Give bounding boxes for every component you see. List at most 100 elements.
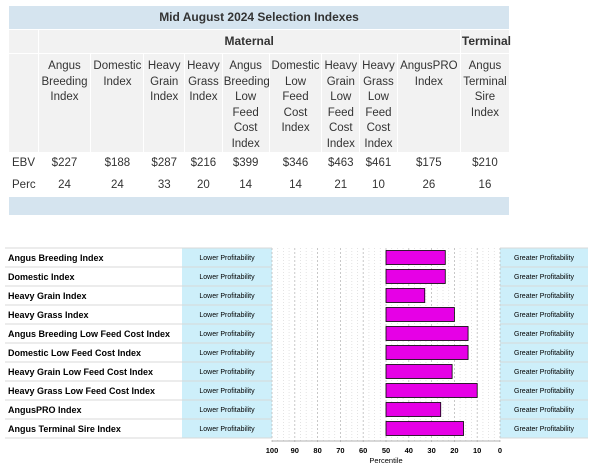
column-header-word: Heavy xyxy=(147,60,181,72)
lower-profitability-label: Lower Profitability xyxy=(199,369,255,376)
lower-profitability-label: Lower Profitability xyxy=(199,407,255,414)
x-tick-label: 30 xyxy=(427,446,435,455)
greater-profitability-label: Greater Profitability xyxy=(514,426,574,433)
column-header: Heavy Grain Index xyxy=(143,53,186,153)
ebv-value: $461 xyxy=(359,152,398,175)
x-tick-label: 10 xyxy=(473,446,481,455)
percentile-value: 26 xyxy=(396,174,461,197)
column-header: Angus Terminal Sire Index xyxy=(459,53,511,153)
greater-profitability-label: Greater Profitability xyxy=(514,350,574,357)
column-header-word: Feed xyxy=(327,106,354,119)
column-header-word: Grass xyxy=(188,75,219,88)
x-axis-title: Percentile xyxy=(369,456,402,465)
group-maternal: Maternal xyxy=(37,29,461,54)
lower-profitability-label: Lower Profitability xyxy=(199,388,255,395)
column-header-word: Index xyxy=(414,75,443,88)
lower-profitability-label: Lower Profitability xyxy=(199,274,255,281)
greater-profitability-label: Greater Profitability xyxy=(514,255,574,262)
column-header-word: Low xyxy=(367,91,389,103)
column-header-word: Cost xyxy=(328,122,353,134)
ebv-value: $216 xyxy=(184,152,223,175)
column-header-word: Grass xyxy=(363,75,394,88)
percentile-value: 21 xyxy=(321,174,361,197)
column-header-word: AngusPRO xyxy=(400,60,458,72)
ebv-value: $210 xyxy=(459,152,511,175)
greater-profitability-label: Greater Profitability xyxy=(514,312,574,319)
column-header-word: Cost xyxy=(283,106,308,119)
lower-profitability-label: Lower Profitability xyxy=(199,255,255,262)
column-header-word: Index xyxy=(150,91,179,103)
index-label: Heavy Grain Index xyxy=(8,291,87,301)
greater-profitability-label: Greater Profitability xyxy=(514,331,574,338)
lower-profitability-label: Lower Profitability xyxy=(199,426,255,433)
greater-profitability-label: Greater Profitability xyxy=(514,369,574,376)
index-label: Heavy Grass Index xyxy=(8,310,89,320)
x-tick-label: 70 xyxy=(336,446,344,455)
percentile-value: 24 xyxy=(37,174,92,197)
column-header-word: Cost xyxy=(366,122,391,134)
column-header: Heavy Grain Low Feed Cost Index xyxy=(321,53,361,153)
column-header-word: Low xyxy=(330,91,352,103)
percentile-value: 14 xyxy=(268,174,323,197)
percentile-value: 33 xyxy=(143,174,186,197)
index-label: Angus Breeding Index xyxy=(8,253,104,263)
column-header-word: Index xyxy=(103,75,132,88)
column-header-word: Feed xyxy=(365,106,392,119)
column-header-word: Angus xyxy=(48,60,81,72)
column-header-word: Index xyxy=(50,91,79,103)
column-header-word: Breeding xyxy=(41,75,88,88)
column-header-word: Feed xyxy=(232,106,259,119)
percentile-bar xyxy=(385,250,446,265)
column-header: Heavy Grass Index xyxy=(184,53,223,153)
percentile-bar xyxy=(385,326,469,341)
percentile-bar xyxy=(385,402,442,417)
index-label: Heavy Grain Low Feed Cost Index xyxy=(8,367,153,377)
column-header-word: Angus xyxy=(468,60,502,72)
index-label: Domestic Index xyxy=(8,272,75,282)
selection-index-table: Mid August 2024 Selection Indexes Matern… xyxy=(8,5,511,216)
index-label: Heavy Grass Low Feed Cost Index xyxy=(8,386,155,396)
percentile-bar xyxy=(385,269,446,284)
ebv-value: $188 xyxy=(90,152,145,175)
row-label-perc: Perc xyxy=(8,174,39,197)
percentile-bar xyxy=(385,364,453,379)
x-tick-label: 90 xyxy=(291,446,299,455)
lower-profitability-label: Lower Profitability xyxy=(199,312,255,319)
column-header-word: Heavy xyxy=(362,60,395,72)
column-header-word: Feed xyxy=(282,91,309,103)
percentile-chart: Angus Breeding Index Lower Profitability G… xyxy=(5,247,588,465)
column-header: Angus Breeding Low Feed Cost Index xyxy=(221,53,270,153)
percentile-bar xyxy=(385,383,478,398)
column-header-word: Index xyxy=(231,137,260,150)
lower-profitability-label: Lower Profitability xyxy=(199,331,255,338)
ebv-value: $399 xyxy=(221,152,270,175)
column-header-word: Index xyxy=(189,91,218,103)
ebv-value: $463 xyxy=(321,152,361,175)
x-tick-label: 100 xyxy=(266,446,279,455)
lower-profitability-label: Lower Profitability xyxy=(199,350,255,357)
column-header-word: Domestic xyxy=(93,60,142,72)
greater-profitability-label: Greater Profitability xyxy=(514,293,574,300)
column-header-word: Heavy xyxy=(324,60,358,72)
ebv-value: $175 xyxy=(396,152,461,175)
percentile-value: 16 xyxy=(459,174,511,197)
column-header: Heavy Grass Low Feed Cost Index xyxy=(359,53,398,153)
percentile-bar xyxy=(385,307,455,322)
percentile-value: 10 xyxy=(359,174,398,197)
column-header-word: Sire xyxy=(474,91,496,103)
column-header-word: Cost xyxy=(233,122,258,134)
column-header-word: Index xyxy=(281,122,310,134)
column-header: AngusPRO Index xyxy=(396,53,461,153)
column-header-word: Domestic xyxy=(271,60,320,72)
row-label-ebv: EBV xyxy=(8,152,39,175)
column-header-word: Index xyxy=(364,137,393,150)
column-header: Angus Breeding Index xyxy=(37,53,92,153)
percentile-value: 24 xyxy=(90,174,145,197)
group-terminal: Terminal xyxy=(459,29,511,54)
greater-profitability-label: Greater Profitability xyxy=(514,407,574,414)
column-header: Domestic Index xyxy=(90,53,145,153)
header-corner xyxy=(8,29,39,54)
column-header-word: Grain xyxy=(150,75,179,88)
x-tick-label: 50 xyxy=(382,446,390,455)
column-header-word: Index xyxy=(326,137,355,150)
